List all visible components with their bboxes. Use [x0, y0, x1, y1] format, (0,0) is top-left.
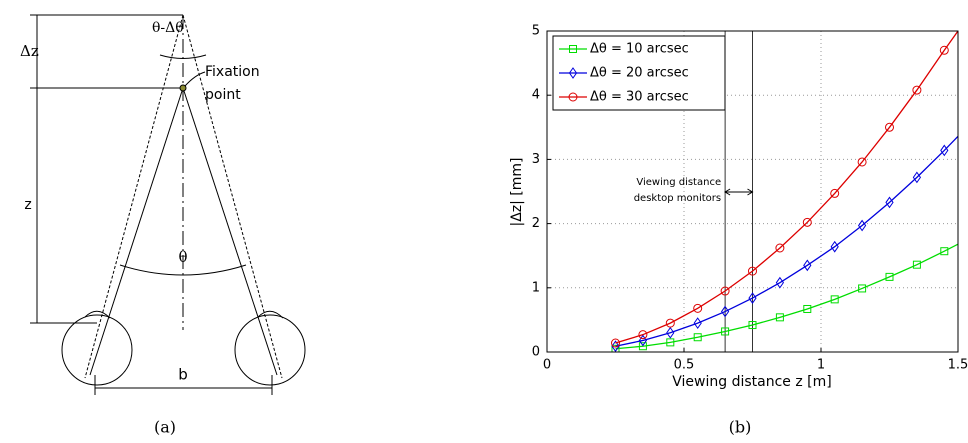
- marker: [665, 318, 675, 328]
- y-tick-label: 4: [532, 88, 540, 103]
- marker: [638, 342, 647, 351]
- marker: [775, 313, 784, 322]
- marker: [858, 284, 867, 293]
- fixation-point: [179, 84, 187, 92]
- angle-arc: [159, 54, 207, 59]
- marker: [720, 286, 730, 296]
- leader: [184, 71, 206, 87]
- marker: [748, 321, 757, 330]
- marker: [803, 259, 812, 272]
- caption: (a): [154, 418, 176, 437]
- eye: [61, 314, 133, 386]
- marker: [720, 305, 730, 318]
- annotation: Viewing distance: [636, 177, 721, 188]
- ray: [182, 87, 278, 376]
- legend-marker: [568, 92, 578, 102]
- marker: [693, 317, 702, 329]
- caption: (b): [729, 418, 752, 437]
- legend-label: Δθ = 30 arcsec: [590, 90, 689, 105]
- label: z: [24, 197, 31, 213]
- marker: [611, 344, 620, 352]
- legend-marker: [568, 67, 578, 79]
- marker: [638, 334, 648, 347]
- x-axis-label: Viewing distance z [m]: [672, 374, 831, 390]
- series-group: [611, 31, 958, 352]
- legend-label: Δθ = 10 arcsec: [590, 42, 689, 57]
- label: point: [205, 87, 241, 103]
- marker: [693, 303, 703, 313]
- marker: [940, 144, 949, 157]
- y-axis-label: |Δz| [mm]: [509, 157, 525, 226]
- marker: [611, 338, 620, 348]
- marker: [857, 157, 867, 167]
- ray: [182, 14, 283, 379]
- label: Δz: [20, 42, 39, 60]
- ray: [84, 14, 184, 379]
- marker: [638, 330, 648, 340]
- y-tick-label: 5: [532, 24, 540, 39]
- y-tick-label: 0: [532, 345, 540, 360]
- y-tick-label: 1: [532, 280, 540, 295]
- marker: [857, 219, 867, 232]
- marker: [830, 240, 839, 253]
- diagram: [30, 14, 306, 395]
- marker: [939, 45, 949, 55]
- arrow: [724, 188, 754, 196]
- label: θ: [178, 248, 187, 266]
- y-tick-label: 2: [532, 216, 540, 231]
- marker: [775, 276, 785, 289]
- marker: [830, 188, 840, 198]
- label: θ-Δθ: [152, 20, 184, 36]
- marker: [912, 260, 921, 269]
- marker: [885, 122, 894, 132]
- marker: [721, 327, 730, 336]
- marker: [885, 196, 894, 209]
- eye: [234, 314, 306, 386]
- label: b: [178, 366, 188, 384]
- cornea: [257, 310, 284, 319]
- marker: [940, 247, 949, 256]
- marker: [803, 304, 812, 313]
- label: Fixation: [205, 64, 260, 80]
- series-line: [615, 135, 958, 347]
- series-line: [615, 243, 958, 350]
- x-tick-label: 0.5: [674, 358, 695, 373]
- marker: [802, 217, 812, 227]
- legend-label: Δθ = 20 arcsec: [590, 66, 689, 81]
- series-line: [615, 31, 958, 344]
- x-tick-label: 1: [817, 358, 825, 373]
- legend-marker: [569, 45, 577, 53]
- marker: [885, 272, 894, 281]
- marker: [830, 295, 839, 304]
- marker: [748, 266, 757, 276]
- angle-arc: [119, 264, 247, 276]
- cornea: [84, 310, 111, 319]
- x-tick-label: 1.5: [948, 358, 968, 373]
- ray: [89, 87, 184, 376]
- marker: [611, 340, 620, 352]
- plot-frame: [546, 30, 959, 353]
- marker: [775, 243, 785, 253]
- x-tick-label: 0: [543, 358, 551, 373]
- marker: [666, 326, 675, 339]
- marker: [912, 171, 922, 184]
- marker: [693, 333, 702, 342]
- y-tick-label: 3: [532, 152, 540, 167]
- annotation: desktop monitors: [634, 193, 721, 204]
- marker: [748, 292, 757, 304]
- marker: [666, 338, 675, 347]
- marker: [912, 85, 922, 95]
